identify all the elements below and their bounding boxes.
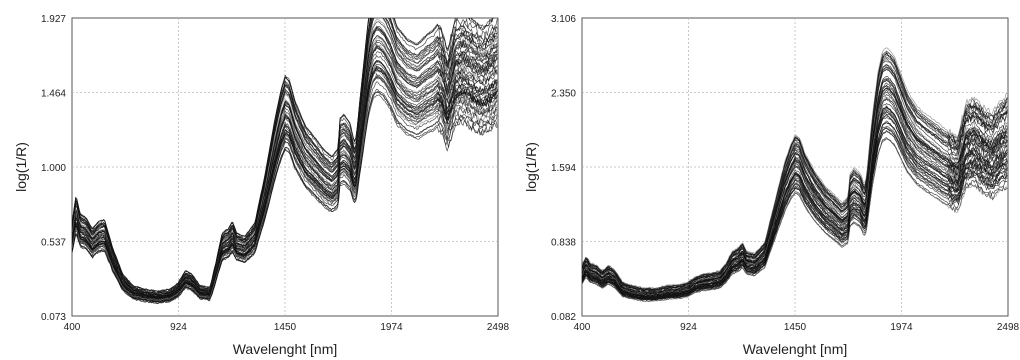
- left-spectra-chart: 400 924 1450 1974 2498 0.073 0.537 1.000 1.464 1.…: [13, 14, 510, 357]
- spectrum-line: [72, 81, 498, 303]
- spectra-lines: [72, 18, 498, 305]
- spectrum-line: [582, 64, 1008, 292]
- spectrum-line: [72, 18, 498, 297]
- x-tick-label: 1450: [784, 322, 807, 333]
- spectrum-line: [582, 92, 1008, 297]
- right-chart-svg: 400 924 1450 1974 2498 0.082 0.838 1.594 2.350 3.…: [523, 14, 1020, 357]
- x-tick-label: 924: [680, 322, 697, 333]
- spectrum-line: [582, 47, 1008, 289]
- y-tick-label: 1.927: [41, 14, 66, 25]
- spectrum-line: [72, 75, 498, 301]
- y-tick-label: 1.464: [41, 89, 66, 100]
- left-chart-svg: 400 924 1450 1974 2498 0.073 0.537 1.000 1.464 1.…: [13, 14, 510, 357]
- spectrum-line: [72, 63, 498, 299]
- y-tick-label: 1.000: [41, 163, 66, 174]
- right-spectra-chart: 400 924 1450 1974 2498 0.082 0.838 1.594 2.350 3.…: [510, 0, 1020, 360]
- spectrum-line: [72, 59, 498, 300]
- y-tick-label: 1.594: [551, 163, 576, 174]
- spectrum-line: [72, 47, 498, 298]
- y-tick-label: 0.073: [41, 312, 66, 323]
- spectrum-line: [582, 64, 1008, 294]
- spectra-lines: [582, 47, 1008, 302]
- x-axis-title: Wavelenght [nm]: [743, 341, 848, 357]
- spectrum-line: [582, 122, 1008, 300]
- x-tick-label: 924: [170, 322, 187, 333]
- x-tick-label: 1974: [890, 322, 913, 333]
- spectrum-line: [582, 94, 1008, 296]
- y-axis-title: log(1/R): [13, 142, 29, 192]
- spectrum-line: [72, 35, 498, 296]
- x-tick-label: 2498: [997, 322, 1020, 333]
- spectrum-line: [72, 54, 498, 299]
- y-tick-label: 0.537: [41, 238, 66, 249]
- y-tick-label: 3.106: [551, 14, 576, 25]
- x-axis-title: Wavelenght [nm]: [233, 341, 338, 357]
- spectrum-line: [72, 65, 498, 297]
- y-tick-label: 0.082: [551, 312, 576, 323]
- spectrum-line: [582, 138, 1008, 302]
- x-tick-label: 1450: [274, 322, 297, 333]
- spectrum-line: [582, 128, 1008, 299]
- spectrum-line: [72, 18, 497, 292]
- y-axis-title: log(1/R): [523, 142, 539, 192]
- x-tick-label: 400: [574, 322, 591, 333]
- y-tick-label: 0.838: [551, 238, 576, 249]
- spectrum-line: [582, 109, 1008, 299]
- x-tick-label: 2498: [487, 322, 510, 333]
- x-tick-label: 400: [64, 322, 81, 333]
- x-tick-label: 1974: [380, 322, 403, 333]
- y-tick-label: 2.350: [551, 89, 576, 100]
- spectrum-line: [72, 77, 498, 301]
- spectrum-line: [582, 106, 1008, 297]
- spectrum-line: [582, 52, 1008, 291]
- spectrum-line: [582, 89, 1008, 294]
